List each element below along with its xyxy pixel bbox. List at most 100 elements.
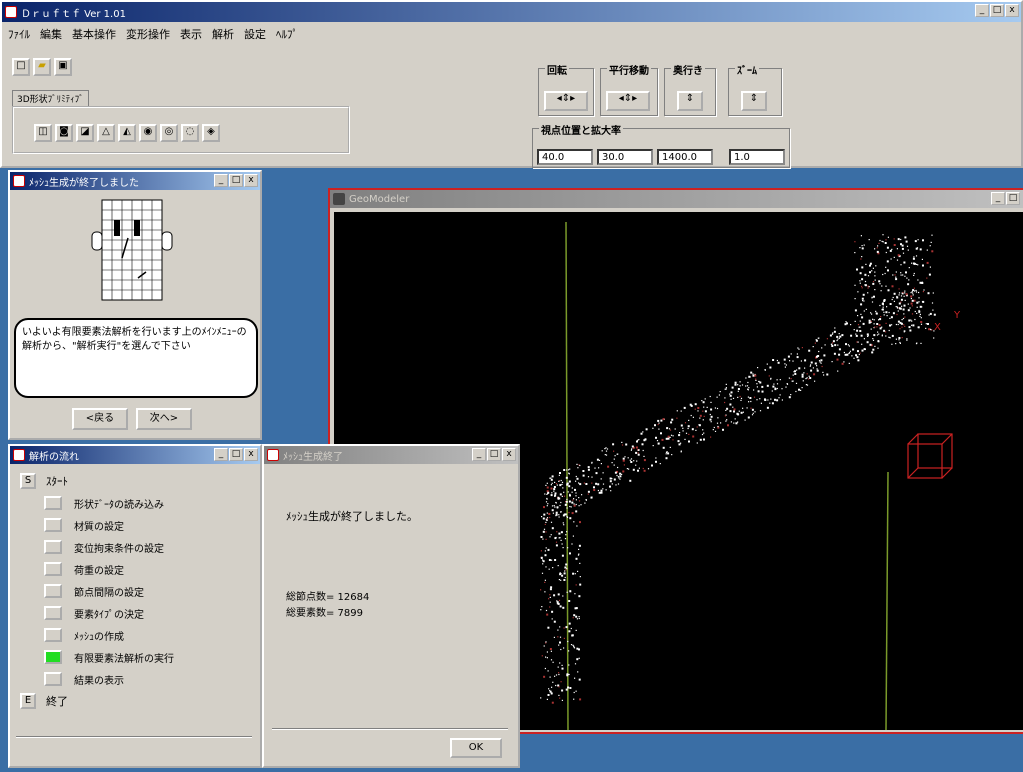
- box-shape-icon[interactable]: ◫: [34, 124, 52, 142]
- view-field-2[interactable]: 30.0: [597, 149, 653, 165]
- back-button[interactable]: <戻る: [72, 408, 128, 430]
- viewer-titlebar: GeoModeler _ □: [330, 190, 1023, 208]
- start-row: S ｽﾀｰﾄ: [20, 470, 256, 492]
- step-label: ﾒｯｼｭの作成: [74, 631, 124, 643]
- step-label: 有限要素法解析の実行: [74, 653, 174, 665]
- zoom-arrows-icon[interactable]: ⇕: [741, 91, 767, 111]
- cylinder-shape-icon[interactable]: ◙: [55, 124, 73, 142]
- steps-title: 解析の流れ: [29, 451, 79, 463]
- viewer-minimize-button[interactable]: _: [991, 192, 1005, 205]
- menu-transform[interactable]: 変形操作: [126, 28, 170, 41]
- step-row: 変位拘束条件の設定: [44, 536, 256, 558]
- mesh-dialog: ﾒｯｼｭ生成終了 _ □ x ﾒｯｼｭ生成が終了しました。 総節点数= 1268…: [262, 444, 520, 768]
- viewpoint-label: 視点位置と拡大率: [539, 122, 623, 137]
- menu-edit[interactable]: 編集: [40, 28, 62, 41]
- next-button[interactable]: 次へ>: [136, 408, 192, 430]
- cone-shape-icon[interactable]: ◭: [118, 124, 136, 142]
- step-row: 結果の表示: [44, 668, 256, 690]
- step-label: 荷重の設定: [74, 565, 124, 577]
- torus-shape-icon[interactable]: ◌: [181, 124, 199, 142]
- step-button[interactable]: [44, 562, 62, 576]
- assistant-maximize-button[interactable]: □: [229, 174, 243, 187]
- step-label: 変位拘束条件の設定: [74, 543, 164, 555]
- viewer-maximize-button[interactable]: □: [1006, 192, 1020, 205]
- menu-file[interactable]: ﾌｧｲﾙ: [8, 28, 30, 41]
- assistant-title: ﾒｯｼｭ生成が終了しました: [29, 177, 139, 189]
- maximize-button[interactable]: □: [990, 4, 1004, 17]
- assistant-app-icon: [13, 175, 25, 187]
- assistant-message: いよいよ有限要素法解析を行います上のﾒｲﾝﾒﾆｭｰの解析から、"解析実行"を選ん…: [22, 327, 247, 352]
- zoom-group: ｽﾞｰﾑ ⇕: [728, 62, 782, 116]
- sphere-shape-icon[interactable]: ◉: [139, 124, 157, 142]
- assistant-close-button[interactable]: x: [244, 174, 258, 187]
- primitive-panel: [12, 106, 350, 154]
- step-label: 節点間隔の設定: [74, 587, 144, 599]
- menu-settings[interactable]: 設定: [244, 28, 266, 41]
- depth-arrows-icon[interactable]: ⇕: [677, 91, 703, 111]
- tube-shape-icon[interactable]: ◎: [160, 124, 178, 142]
- step-button[interactable]: [44, 584, 62, 598]
- dialog-minimize-button[interactable]: _: [472, 448, 486, 461]
- end-marker[interactable]: E: [20, 693, 36, 709]
- steps-close-button[interactable]: x: [244, 448, 258, 461]
- svg-text:X: X: [934, 322, 941, 333]
- wedge-shape-icon[interactable]: ◪: [76, 124, 94, 142]
- translate-arrows-icon[interactable]: ◂⇕▸: [606, 91, 650, 111]
- step-button[interactable]: [44, 540, 62, 554]
- main-titlebar: Ｄｒｕｆｔｆ Ver 1.01 _ □ x: [2, 2, 1021, 22]
- viewpoint-group: 視点位置と拡大率 40.0 30.0 1400.0 1.0: [532, 122, 790, 168]
- dialog-divider: [272, 728, 508, 730]
- step-button[interactable]: [44, 518, 62, 532]
- ok-button[interactable]: OK: [450, 738, 502, 758]
- view-field-4[interactable]: 1.0: [729, 149, 785, 165]
- mesh-render: Y X: [540, 221, 961, 730]
- depth-group: 奥行き ⇕: [664, 62, 716, 116]
- view-field-1[interactable]: 40.0: [537, 149, 593, 165]
- step-button[interactable]: [44, 628, 62, 642]
- tab-primitives[interactable]: 3D形状ﾌﾞﾘﾐﾃｨﾌﾞ: [12, 90, 89, 106]
- custom-shape-icon[interactable]: ◈: [202, 124, 220, 142]
- toolbar: □ ▰ ▣: [12, 58, 72, 76]
- close-button[interactable]: x: [1005, 4, 1019, 17]
- step-button[interactable]: [44, 606, 62, 620]
- menu-analysis[interactable]: 解析: [212, 28, 234, 41]
- step-row: 形状ﾃﾞｰﾀの読み込み: [44, 492, 256, 514]
- mesh-points: [540, 234, 936, 704]
- steps-minimize-button[interactable]: _: [214, 448, 228, 461]
- menu-bar: ﾌｧｲﾙ 編集 基本操作 変形操作 表示 解析 設定 ﾍﾙﾌﾟ: [8, 26, 298, 42]
- axis-labels: Y X: [934, 310, 961, 333]
- dialog-close-button[interactable]: x: [502, 448, 516, 461]
- dialog-message: ﾒｯｼｭ生成が終了しました。: [286, 510, 418, 523]
- support-line-right: [885, 471, 889, 730]
- translate-group: 平行移動 ◂⇕▸: [600, 62, 658, 116]
- assistant-minimize-button[interactable]: _: [214, 174, 228, 187]
- viewer-app-icon: [333, 193, 345, 205]
- dialog-maximize-button[interactable]: □: [487, 448, 501, 461]
- dialog-node-count: 総節点数= 12684: [286, 592, 370, 603]
- view-field-3[interactable]: 1400.0: [657, 149, 713, 165]
- minimize-button[interactable]: _: [975, 4, 989, 17]
- new-file-button[interactable]: □: [12, 58, 30, 76]
- assistant-titlebar: ﾒｯｼｭ生成が終了しました _ □ x: [10, 172, 260, 190]
- start-marker[interactable]: S: [20, 473, 36, 489]
- step-label: 材質の設定: [74, 521, 124, 533]
- open-folder-button[interactable]: ▰: [33, 58, 51, 76]
- step-button[interactable]: [44, 650, 62, 664]
- save-button[interactable]: ▣: [54, 58, 72, 76]
- step-button[interactable]: [44, 496, 62, 510]
- rotate-arrows-icon[interactable]: ◂⇕▸: [544, 91, 588, 111]
- dialog-title: ﾒｯｼｭ生成終了: [283, 451, 343, 463]
- menu-help[interactable]: ﾍﾙﾌﾟ: [276, 28, 298, 41]
- step-button[interactable]: [44, 672, 62, 686]
- menu-basic[interactable]: 基本操作: [72, 28, 116, 41]
- dialog-app-icon: [267, 449, 279, 461]
- translate-label: 平行移動: [607, 62, 651, 77]
- steps-maximize-button[interactable]: □: [229, 448, 243, 461]
- dialog-element-count: 総要素数= 7899: [286, 608, 364, 619]
- menu-view[interactable]: 表示: [180, 28, 202, 41]
- steps-bottom-divider: [16, 736, 252, 738]
- rotate-label: 回転: [545, 62, 569, 77]
- pyramid-shape-icon[interactable]: △: [97, 124, 115, 142]
- end-label: 終了: [46, 695, 68, 708]
- svg-text:Y: Y: [953, 310, 961, 321]
